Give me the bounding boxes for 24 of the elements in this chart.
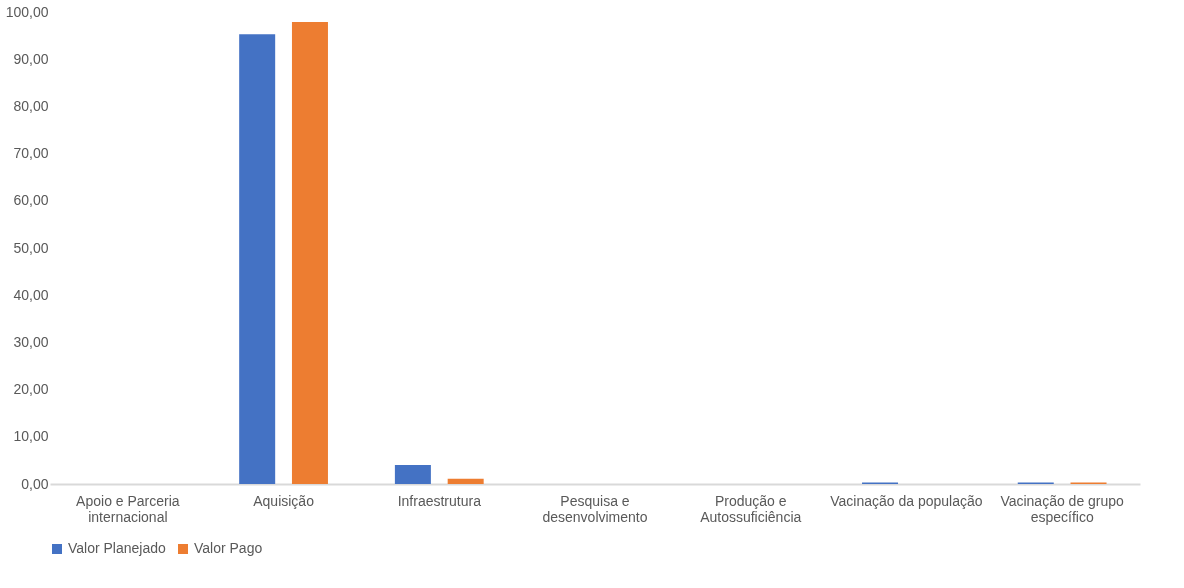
y-tick-label: 20,00 bbox=[13, 381, 49, 398]
bar bbox=[239, 34, 276, 484]
x-tick-label: Pesquisa e desenvolvimento bbox=[542, 492, 648, 525]
x-tick-label: Aquisição bbox=[253, 492, 315, 509]
y-tick-label: 40,00 bbox=[13, 286, 49, 303]
y-tick-label: 100,00 bbox=[5, 3, 49, 20]
x-tick-label: Vacinação de grupo específico bbox=[1000, 492, 1125, 525]
y-tick-label: 90,00 bbox=[13, 50, 49, 67]
x-tick-label: Infraestrutura bbox=[397, 492, 482, 509]
y-tick-label: 80,00 bbox=[13, 97, 49, 114]
y-tick-label: 10,00 bbox=[13, 428, 49, 445]
y-tick-label: 0,00 bbox=[21, 475, 49, 492]
y-tick-label: 70,00 bbox=[13, 145, 49, 162]
x-tick-label: Apoio e Parceria internacional bbox=[76, 492, 180, 525]
x-tick-label: Produção e Autossuficiência bbox=[700, 492, 802, 525]
legend-label: Valor Planejado bbox=[68, 540, 167, 556]
bar bbox=[394, 465, 431, 484]
y-tick-label: 60,00 bbox=[13, 192, 49, 209]
y-tick-label: 30,00 bbox=[13, 333, 49, 350]
x-tick-label: Vacinação da população bbox=[830, 492, 983, 509]
bar bbox=[447, 478, 484, 484]
y-tick-label: 50,00 bbox=[13, 239, 49, 256]
bar bbox=[291, 21, 328, 484]
legend-label: Valor Pago bbox=[194, 540, 263, 556]
